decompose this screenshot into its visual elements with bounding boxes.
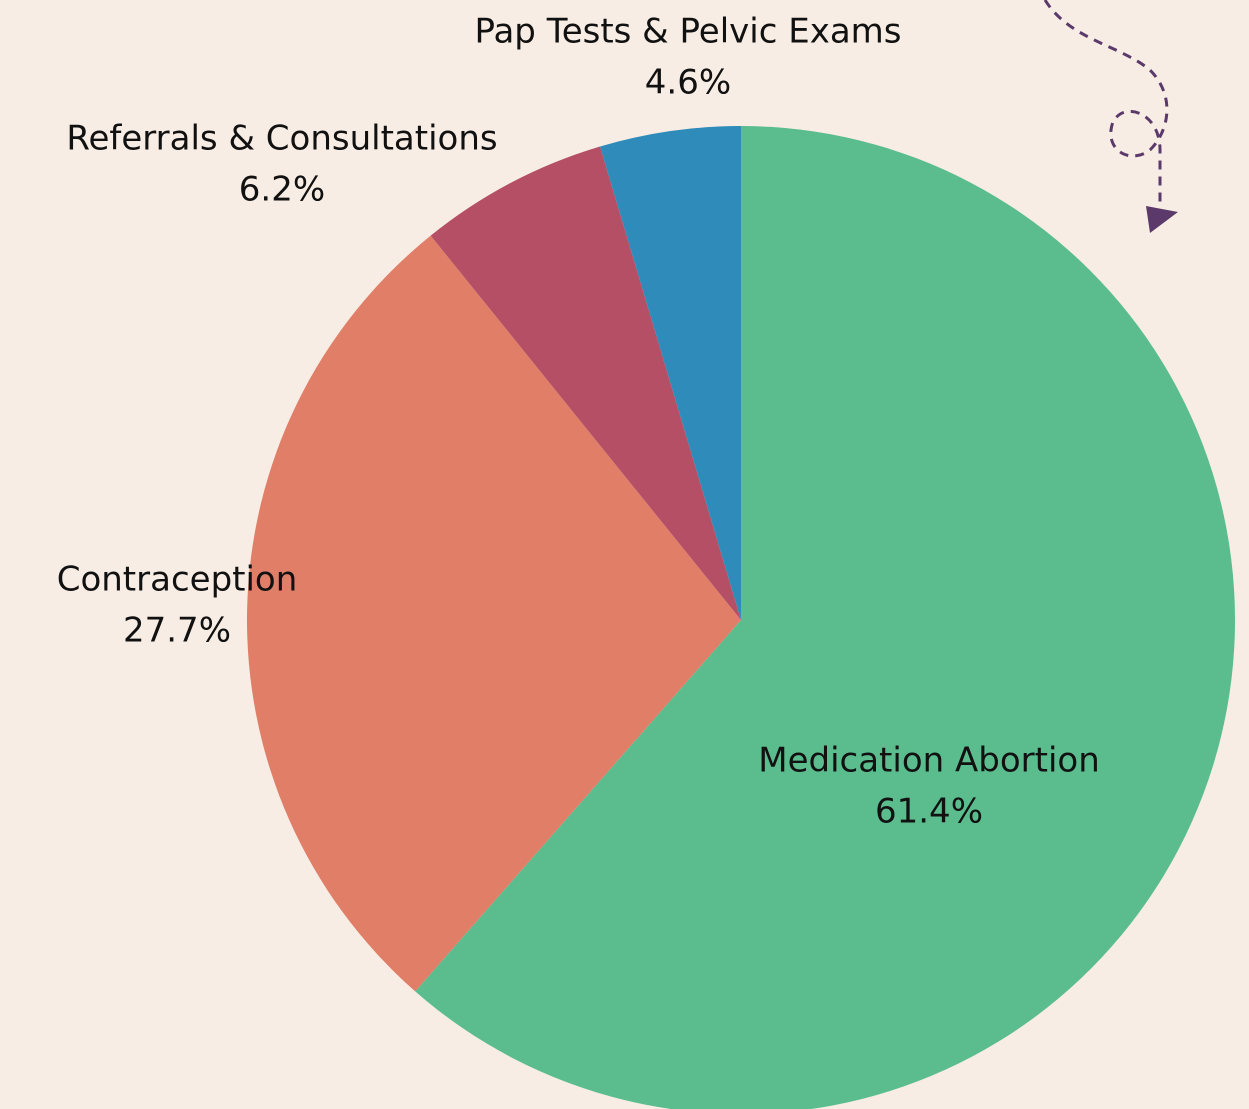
pie-slice [415, 126, 1235, 1109]
pie-slice [600, 126, 741, 620]
slice-value-label: 4.6% [645, 63, 731, 103]
slice-label: Pap Tests & Pelvic Exams [475, 12, 902, 52]
slice-value-label: 6.2% [239, 170, 325, 210]
slice-label: Referrals & Consultations [66, 119, 497, 159]
decorative-arrow [1043, 0, 1169, 205]
slice-label: Contraception [57, 560, 298, 600]
arrow-head [1146, 206, 1178, 233]
slice-value-label: 27.7% [123, 611, 231, 651]
pie-slice [430, 146, 741, 620]
slice-value-label: 61.4% [875, 792, 983, 832]
slice-label: Medication Abortion [758, 741, 1100, 781]
pie-slice [247, 235, 741, 992]
